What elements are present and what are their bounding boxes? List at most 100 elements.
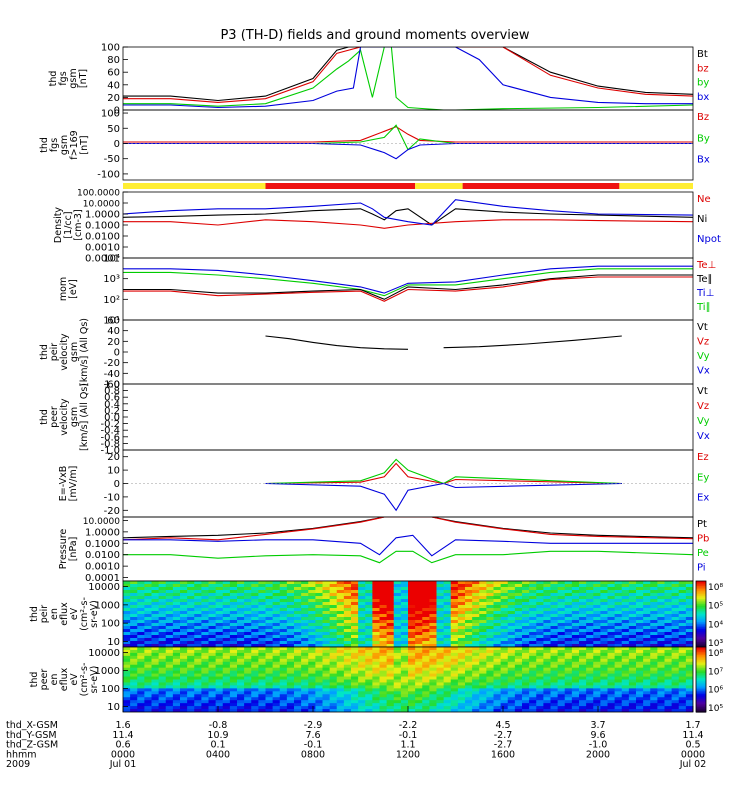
spectrogram-cell	[301, 655, 309, 660]
spectrogram-cell	[208, 623, 217, 627]
spectrogram-cell	[429, 706, 438, 710]
spectrogram-cell	[593, 709, 601, 712]
spectrogram-cell	[222, 602, 231, 606]
spectrogram-cell	[493, 596, 502, 600]
spectrogram-cell	[436, 584, 445, 588]
spectrogram-cell	[393, 614, 402, 618]
spectrogram-cell	[151, 587, 160, 591]
spectrogram-cell	[664, 608, 673, 612]
spectrogram-cell	[450, 649, 459, 654]
spectrogram-cell	[336, 664, 345, 669]
spectrogram-cell	[194, 685, 202, 689]
spectrogram-cell	[522, 658, 530, 663]
spectrogram-cell	[529, 652, 537, 657]
spectrogram-cell	[215, 661, 224, 666]
spectrogram-cell	[301, 647, 309, 651]
spectrogram-cell	[607, 688, 616, 692]
spectrogram-cell	[151, 709, 160, 712]
spectrogram-cell	[301, 682, 309, 686]
spectrogram-cell	[586, 667, 594, 672]
spectrogram-cell	[258, 658, 267, 663]
ephemeris-cell: 0400	[206, 749, 230, 760]
spectrogram-cell	[244, 655, 252, 660]
spectrogram-cell	[657, 703, 666, 707]
spectrogram-cell	[372, 664, 381, 669]
y-tick-label: 10000	[88, 582, 120, 593]
spectrogram-cell	[265, 581, 274, 585]
ephemeris-cell: -0.1	[399, 730, 418, 741]
spectrogram-cell	[215, 593, 224, 597]
spectrogram-cell	[514, 632, 523, 636]
y-axis-title-line: eV	[69, 673, 80, 686]
spectrogram-cell	[408, 691, 416, 695]
spectrogram-cell	[643, 697, 651, 701]
spectrogram-cell	[564, 581, 573, 585]
spectrogram-cell	[614, 596, 623, 600]
spectrogram-cell	[457, 611, 466, 615]
spectrogram-cell	[643, 593, 651, 597]
spectrogram-cell	[336, 617, 345, 621]
spectrogram-cell	[343, 620, 352, 624]
spectrogram-cell	[365, 599, 373, 603]
spectrogram-cell	[514, 670, 523, 675]
spectrogram-cell	[151, 664, 160, 669]
spectrogram-cell	[272, 706, 281, 710]
legend-entry-ne: Ne	[697, 194, 711, 205]
spectrogram-cell	[130, 670, 138, 675]
spectrogram-cell	[557, 649, 566, 654]
spectrogram-cell	[607, 670, 616, 675]
spectrogram-cell	[443, 599, 452, 603]
spectrogram-cell	[493, 694, 502, 698]
spectrogram-cell	[158, 611, 167, 615]
spectrogram-cell	[671, 629, 680, 633]
spectrogram-cell	[208, 611, 217, 615]
spectrogram-cell	[187, 614, 195, 618]
spectrogram-cell	[194, 667, 202, 672]
spectrogram-cell	[400, 673, 409, 678]
spectrogram-cell	[158, 596, 167, 600]
spectrogram-cell	[301, 602, 309, 606]
spectrogram-cell	[372, 596, 381, 600]
spectrogram-cell	[522, 691, 530, 695]
spectrogram-cell	[514, 703, 523, 707]
spectrogram-cell	[158, 584, 167, 588]
spectrogram-cell	[215, 608, 224, 612]
spectrogram-cell	[465, 614, 473, 618]
spectrogram-cell	[621, 647, 630, 651]
spectrogram-cell	[329, 587, 338, 591]
spectrogram-cell	[557, 688, 566, 692]
spectrogram-cell	[144, 652, 153, 657]
spectrogram-cell	[272, 581, 281, 585]
spectrogram-cell	[229, 658, 238, 663]
spectrogram-cell	[329, 655, 338, 660]
spectrogram-cell	[180, 635, 188, 639]
spectrogram-cell	[415, 605, 423, 609]
colorbar-swatch	[696, 617, 706, 620]
y-axis-title-line: peer	[39, 669, 50, 691]
spectrogram-cell	[529, 623, 537, 627]
spectrogram-cell	[529, 667, 537, 672]
spectrogram-cell	[229, 590, 238, 594]
legend-entry-vz: Vz	[697, 401, 709, 412]
spectrogram-cell	[336, 608, 345, 612]
spectrogram-cell	[472, 655, 480, 660]
spectrogram-cell	[343, 664, 352, 669]
spectrogram-cell	[522, 685, 530, 689]
colorbar-swatch	[696, 651, 706, 655]
spectrogram-cell	[187, 709, 195, 712]
spectrogram-cell	[536, 706, 544, 710]
spectrogram-cell	[194, 661, 202, 666]
spectrogram-cell	[600, 623, 609, 627]
spectrogram-cell	[472, 682, 480, 686]
spectrogram-cell	[536, 629, 544, 633]
spectrogram-cell	[265, 697, 274, 701]
spectrogram-cell	[614, 611, 623, 615]
spectrogram-cell	[443, 673, 452, 678]
spectrogram-cell	[229, 709, 238, 712]
spectrogram-cell	[379, 700, 388, 704]
colorbar-swatch	[696, 663, 706, 666]
spectrogram-cell	[215, 644, 224, 647]
spectrogram-cell	[258, 626, 267, 630]
spectrogram-cell	[450, 709, 459, 712]
spectrogram-cell	[636, 638, 644, 642]
